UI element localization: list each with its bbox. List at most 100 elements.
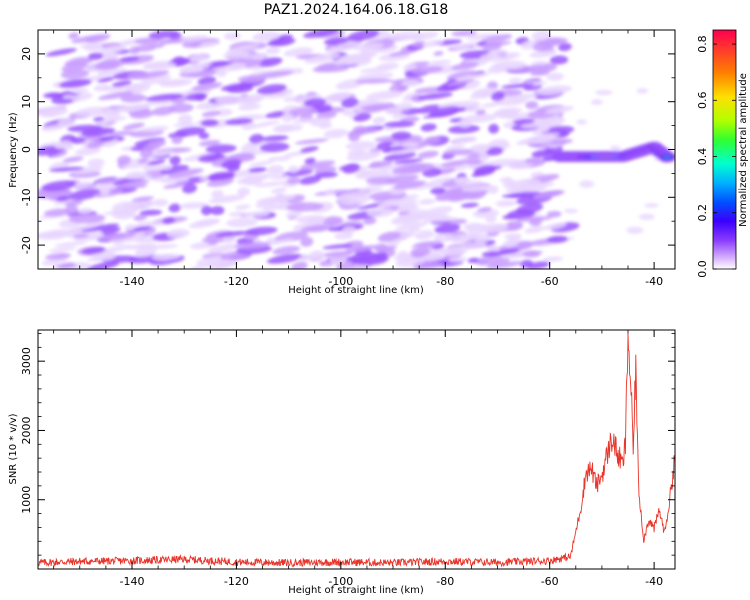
spectrogram-cell <box>358 187 384 193</box>
spectrogram-cell <box>59 262 75 269</box>
spectrogram-cell <box>508 93 538 101</box>
spectrogram-cell <box>40 124 68 131</box>
spectrogram-cell <box>169 32 182 40</box>
spectrogram-cell <box>128 46 140 55</box>
spectrogram-cell <box>146 159 166 166</box>
spectrogram-cell <box>579 180 595 188</box>
spectrogram-cell <box>323 36 350 45</box>
y-tick-label: -20 <box>20 236 33 254</box>
spectrogram-cell <box>316 111 337 119</box>
spectrogram-cell <box>190 41 202 47</box>
colorbar-tick-label: 0.8 <box>696 35 709 53</box>
spectrogram-cell <box>372 116 386 125</box>
spectrogram-cell <box>304 53 341 64</box>
spectrogram-cell <box>480 101 505 108</box>
y-tick-label: 0 <box>20 146 33 153</box>
spectrogram-cell <box>536 132 561 138</box>
spectrogram-cell <box>523 250 541 258</box>
spectrogram-cell <box>223 50 250 60</box>
spectrogram-cell <box>101 116 127 123</box>
y-tick-label: 20 <box>20 47 33 61</box>
spectrogram-cell <box>515 203 544 215</box>
spectrogram-cell <box>366 90 404 100</box>
spectrogram-cell <box>464 104 480 113</box>
spectrogram-cell <box>134 137 166 147</box>
spectrogram-cell <box>237 187 251 196</box>
spectrogram-cell <box>257 70 294 78</box>
spectrogram-cell <box>45 252 72 260</box>
snr-panel: -140 -120 -100 -80 -60 -40 1000 2000 3000 Heigh… <box>8 329 676 596</box>
spectrogram-cell <box>346 150 381 162</box>
spectrogram-cell <box>215 95 243 105</box>
spectrogram-cell <box>122 122 145 131</box>
spectrogram-cell <box>208 194 246 204</box>
spectrogram-cell <box>487 49 508 57</box>
spectrogram-cell <box>267 156 292 162</box>
signal-band-core <box>662 155 672 159</box>
spectrogram-cell <box>303 97 327 107</box>
spectrogram-cell <box>638 213 655 221</box>
spectrogram-cell <box>45 229 83 237</box>
spectrogram-cell <box>388 50 411 57</box>
spectrogram-cell <box>182 183 197 194</box>
spectrogram-cell <box>294 138 329 145</box>
spectrogram-cell <box>92 116 105 122</box>
spectrogram-cell <box>461 113 498 123</box>
spectrogram-cell <box>325 46 343 54</box>
spectrogram-cell <box>347 30 380 41</box>
spectrogram-cell <box>504 220 523 231</box>
spectrogram-cell <box>310 117 331 127</box>
spectrogram-cell <box>283 96 300 102</box>
spectrogram-cell <box>77 207 93 214</box>
spectrogram-cell <box>336 194 371 205</box>
spectrogram-cell <box>173 122 197 128</box>
spectrogram-cell <box>64 205 79 215</box>
spectrogram-cell <box>64 200 83 207</box>
spectrogram-cell <box>417 150 439 159</box>
spectrogram-cell <box>392 113 405 119</box>
spectrogram-cell <box>486 245 500 251</box>
spectrogram-cell <box>215 230 250 238</box>
spectrogram-cell <box>541 38 562 47</box>
spectrogram-cell <box>446 79 475 86</box>
spectrogram-cell <box>384 174 419 185</box>
spectrogram-cell <box>334 232 354 240</box>
spectrogram-cell <box>542 256 564 262</box>
spectrogram-cell <box>142 143 161 152</box>
spectrogram-cell <box>126 226 152 233</box>
spectrogram-cell <box>558 43 572 52</box>
spectrogram-cell <box>461 202 479 208</box>
spectrogram-cell <box>453 43 471 50</box>
spectrogram-cell <box>518 139 553 144</box>
spectrogram-cell <box>428 60 452 66</box>
spectrogram-cell <box>471 87 496 96</box>
spectrogram-cell <box>97 76 115 83</box>
spectrogram-cell <box>226 44 260 53</box>
spectrogram-cell <box>505 186 530 194</box>
spectrogram-cell <box>393 180 426 190</box>
spectrogram-cell <box>166 228 190 239</box>
spectrogram-cell <box>259 142 290 153</box>
y-tick-label: -10 <box>20 188 33 206</box>
spectrogram-cell <box>465 159 483 165</box>
spectrogram-cell <box>563 208 579 214</box>
spectrogram-cell <box>168 203 181 213</box>
spectrogram-cell <box>300 236 314 247</box>
spectrogram-cell <box>244 226 278 236</box>
spectrogram-cell <box>97 91 134 100</box>
spectrogram-cell <box>87 158 105 167</box>
spectrogram-cell <box>595 89 613 96</box>
spectrogram-cell <box>93 84 111 92</box>
snr-y-label: SNR (10 * v/v) <box>8 413 19 484</box>
spectrogram-cell <box>288 107 318 116</box>
spectrogram-cell <box>211 190 224 199</box>
spectrogram-cell <box>99 232 136 241</box>
spectrogram-y-axis: -20 -10 0 10 20 <box>20 29 675 270</box>
spectrogram-cell <box>286 202 324 212</box>
spectrogram-cell <box>49 166 85 172</box>
spectrogram-cell <box>288 165 300 173</box>
spectrogram-cell <box>529 50 558 58</box>
x-tick-label: -120 <box>224 275 249 288</box>
